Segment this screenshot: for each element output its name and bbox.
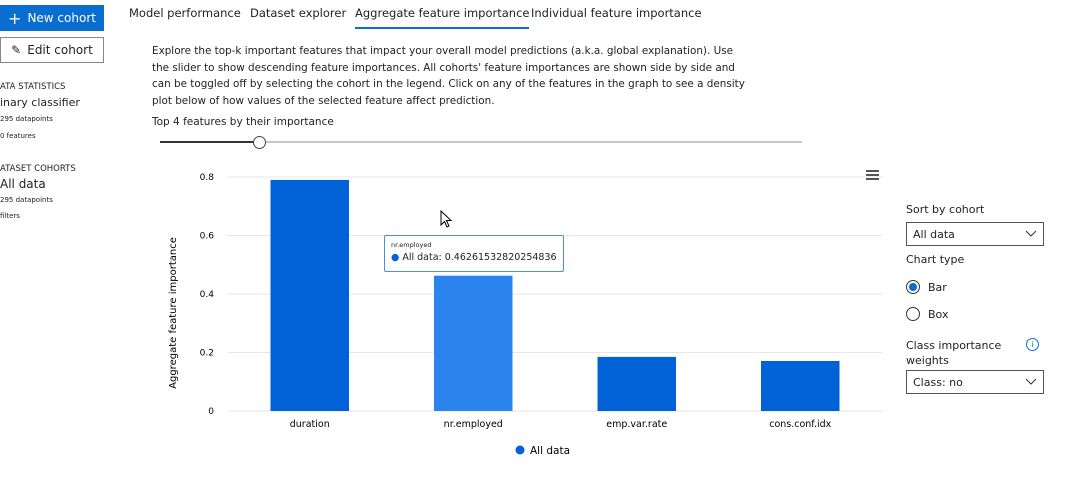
value: All data <box>913 228 955 241</box>
slider-track <box>160 141 802 143</box>
info-icon[interactable]: i <box>1026 338 1039 351</box>
label: Class importance weights <box>906 339 1002 367</box>
edit-cohort-button[interactable]: ✎ Edit cohort <box>0 37 104 63</box>
bar <box>270 179 349 411</box>
bar <box>434 275 513 411</box>
slider-fill <box>160 141 260 143</box>
classifier: inary classifier <box>0 96 80 109</box>
sort-dropdown[interactable]: All data <box>906 222 1044 246</box>
label: Chart type <box>906 253 965 266</box>
cohort-name[interactable]: All data <box>0 177 46 191</box>
y-tick-label: 0 <box>208 407 214 417</box>
description: Explore the top-k important features tha… <box>152 45 745 107</box>
datapoints: 295 datapoints <box>0 196 53 204</box>
tooltip: nr.employed ● All data: 0.46261532820254… <box>384 235 564 272</box>
slider-thumb[interactable] <box>253 136 266 149</box>
legend-label: All data <box>530 445 570 457</box>
x-tick-label: cons.conf.idx <box>769 419 831 430</box>
label: Sort by cohort <box>906 203 985 216</box>
datapoints: 295 datapoints <box>0 115 53 123</box>
tab[interactable]: Dataset explorer <box>250 6 347 20</box>
section-heading: ATASET COHORTS <box>0 164 76 174</box>
legend-marker <box>515 445 525 455</box>
y-tick-label: 0.2 <box>200 349 214 359</box>
radio-bar[interactable] <box>906 280 920 294</box>
tab[interactable]: Individual feature importance <box>531 6 702 20</box>
radio-label: Bar <box>928 281 947 294</box>
new-cohort-button[interactable]: + New cohort <box>0 5 104 31</box>
cursor <box>440 210 453 228</box>
radio-box[interactable] <box>906 307 920 321</box>
filters: filters <box>0 212 20 220</box>
section-heading: ATA STATISTICS <box>0 82 66 92</box>
x-tick-label: duration <box>290 419 330 430</box>
x-tick-label: nr.employed <box>444 419 503 430</box>
chart-menu[interactable] <box>866 170 879 180</box>
bar <box>597 356 676 411</box>
features: 0 features <box>0 132 36 140</box>
chart: Aggregate feature importance 0 0.2 0.4 0.6 0… <box>168 170 882 457</box>
y-tick-label: 0.8 <box>200 173 215 183</box>
class-dropdown[interactable]: Class: no <box>906 370 1044 394</box>
label: New cohort <box>27 11 96 25</box>
y-tick-label: 0.4 <box>200 290 215 300</box>
value: Class: no <box>913 376 963 389</box>
bar <box>761 360 840 411</box>
tab-active[interactable]: Aggregate feature importance <box>355 6 530 29</box>
x-tick-label: emp.var.rate <box>606 419 667 430</box>
slider-label: Top 4 features by their importance <box>152 116 334 128</box>
y-axis-label: Aggregate feature importance <box>168 237 179 389</box>
tab[interactable]: Model performance <box>129 6 241 20</box>
tooltip-title: nr.employed <box>391 241 432 249</box>
radio-label: Box <box>928 308 949 321</box>
label: Edit cohort <box>27 43 93 57</box>
tooltip-text: All data: 0.46261532820254836 <box>402 252 557 263</box>
y-tick-label: 0.6 <box>200 232 215 242</box>
